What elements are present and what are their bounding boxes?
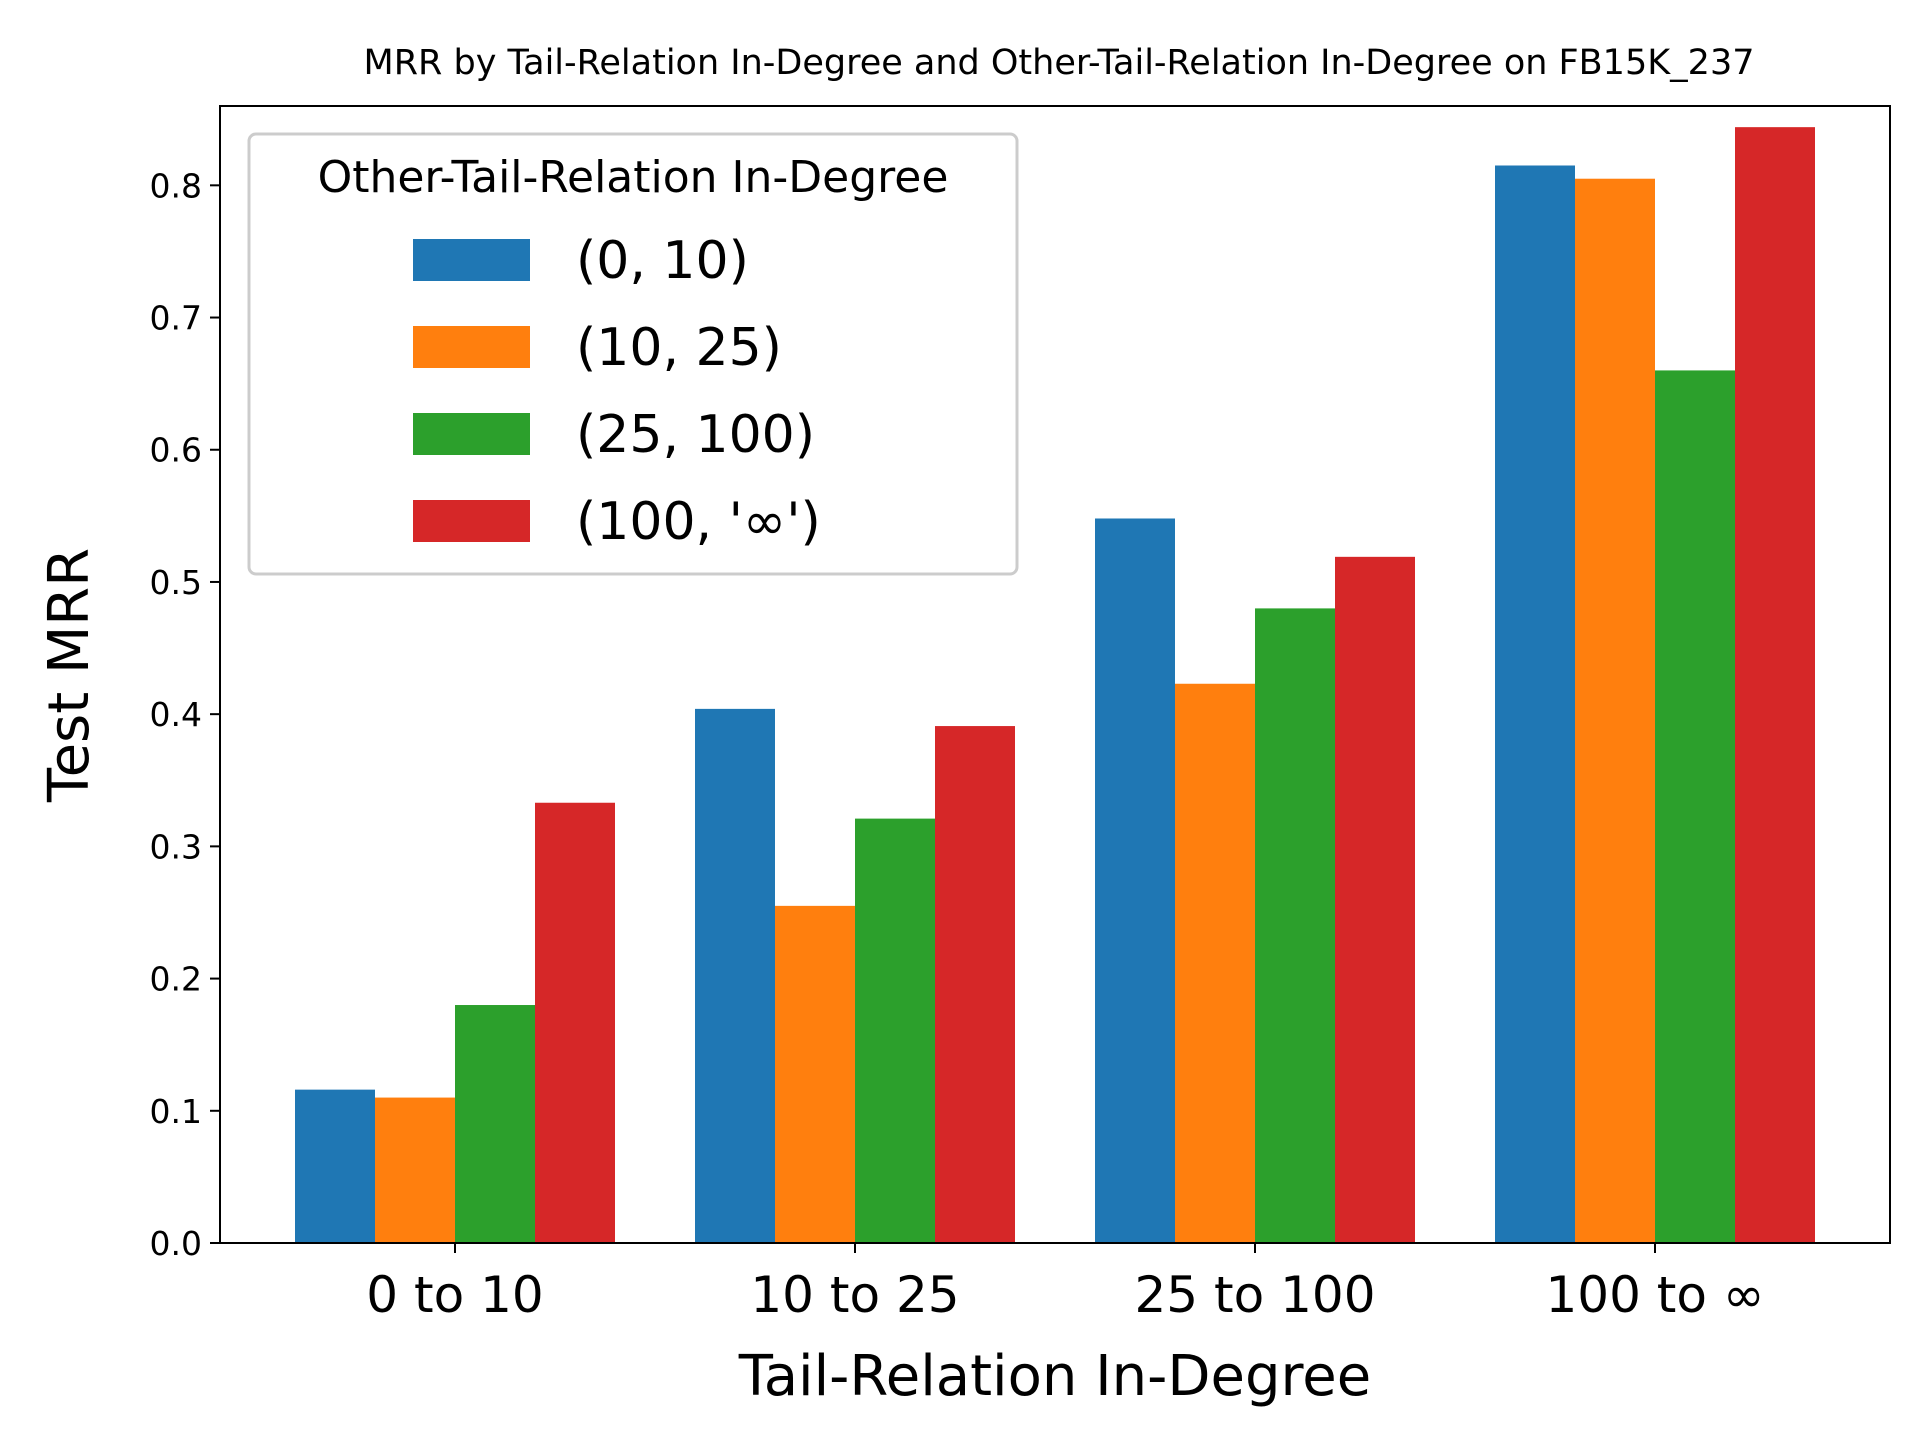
x-tick-label: 25 to 100 [1134, 1266, 1375, 1324]
bar-4-series-2 [1575, 178, 1655, 1244]
y-tick-label: 0.5 [150, 563, 202, 602]
legend-label: (25, 100) [576, 405, 815, 465]
bar-4-series-3 [1655, 370, 1735, 1244]
legend: Other-Tail-Relation In-Degree (0, 10) (10… [247, 132, 1019, 576]
y-tick-label: 0.7 [150, 299, 202, 338]
bar-3-series-4 [1335, 556, 1415, 1243]
legend-swatch [413, 326, 530, 368]
bar-1-series-4 [535, 802, 615, 1243]
bar-2-series-3 [855, 818, 935, 1243]
bar-1-series-1 [295, 1089, 375, 1243]
x-axis: 0 to 10 10 to 25 25 to 100 100 to ∞ [366, 1243, 1765, 1324]
y-tick-label: 0.8 [150, 166, 202, 205]
legend-swatch [413, 413, 530, 455]
y-axis-label: Test MRR [37, 548, 102, 803]
bar-4-series-4 [1735, 127, 1815, 1244]
y-tick-label: 0.0 [150, 1224, 202, 1263]
legend-label: (100, '∞') [576, 492, 821, 552]
legend-title: Other-Tail-Relation In-Degree [318, 152, 949, 203]
bar-3-series-1 [1095, 518, 1175, 1243]
y-tick-label: 0.2 [150, 960, 202, 999]
x-axis-label: Tail-Relation In-Degree [738, 1344, 1371, 1409]
legend-label: (10, 25) [576, 318, 782, 378]
y-tick-label: 0.4 [150, 695, 202, 734]
bar-4-series-1 [1495, 165, 1575, 1244]
bar-1-series-2 [375, 1097, 455, 1243]
chart-title: MRR by Tail-Relation In-Degree and Other… [364, 43, 1755, 83]
legend-entries: (0, 10) (10, 25) (25, 100) (100, '∞') [413, 231, 821, 552]
y-tick-label: 0.6 [150, 431, 202, 470]
bar-3-series-3 [1255, 608, 1335, 1243]
bars-group [295, 127, 1815, 1244]
bar-3-series-2 [1175, 683, 1255, 1243]
bar-2-series-2 [775, 905, 855, 1243]
bar-2-series-1 [695, 708, 775, 1243]
y-tick-label: 0.3 [150, 827, 202, 866]
bar-2-series-4 [935, 726, 1015, 1243]
legend-swatch [413, 239, 530, 281]
bar-1-series-3 [455, 1005, 535, 1243]
legend-label: (0, 10) [576, 231, 749, 291]
y-tick-label: 0.1 [150, 1092, 202, 1131]
x-tick-label: 100 to ∞ [1545, 1266, 1764, 1324]
plot-frame [219, 105, 1891, 1244]
legend-swatch [413, 500, 530, 542]
x-tick-label: 0 to 10 [366, 1266, 543, 1324]
y-axis: 0.0 0.1 0.2 0.3 0.4 0.5 0.6 0.7 0.8 [150, 166, 220, 1263]
x-tick-label: 10 to 25 [750, 1266, 959, 1324]
